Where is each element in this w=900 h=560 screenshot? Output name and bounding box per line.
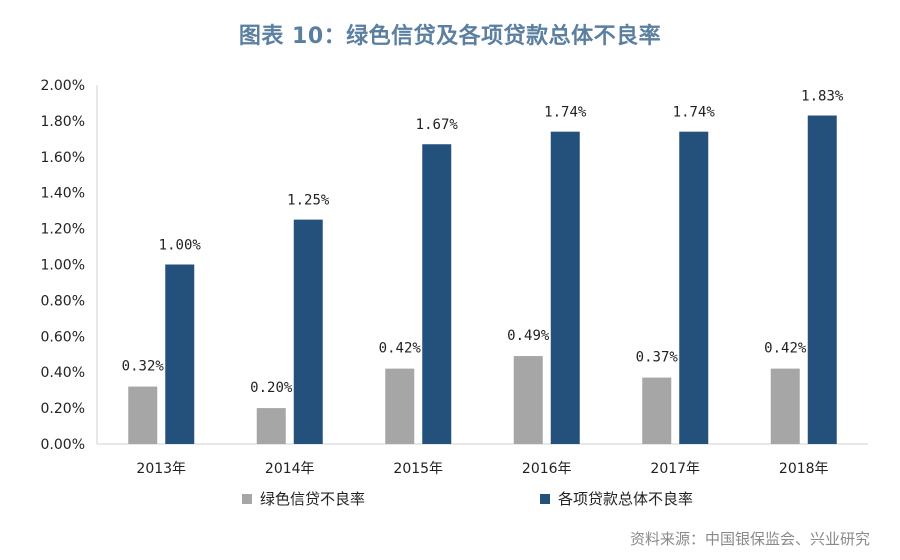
x-tick-label: 2017年: [650, 461, 700, 477]
y-tick-label: 1.60%: [41, 150, 85, 166]
x-tick-label: 2016年: [522, 461, 572, 477]
y-tick-label: 2.00%: [41, 78, 85, 94]
y-tick-label: 0.00%: [41, 437, 85, 453]
data-label: 0.20%: [250, 380, 293, 396]
y-tick-label: 1.20%: [41, 222, 85, 238]
y-tick-label: 0.40%: [41, 365, 85, 381]
bar-total-loans: [550, 131, 580, 445]
x-tick-label: 2015年: [393, 461, 443, 477]
y-tick-label: 1.80%: [41, 114, 85, 130]
bar-green-credit: [128, 386, 158, 444]
data-label: 1.83%: [801, 89, 844, 105]
y-tick-label: 0.20%: [41, 401, 85, 417]
x-tick-label: 2014年: [265, 461, 315, 477]
bar-total-loans: [422, 144, 452, 445]
chart-title: 图表 10：绿色信贷及各项贷款总体不良率: [238, 24, 662, 49]
source-note: 资料来源：中国银保监会、兴业研究: [629, 530, 870, 548]
bar-green-credit: [513, 356, 543, 444]
legend-label: 绿色信贷不良率: [260, 490, 365, 508]
y-tick-label: 0.80%: [41, 293, 85, 309]
data-label: 0.32%: [122, 359, 165, 375]
data-label: 0.37%: [636, 350, 679, 366]
y-tick-label: 1.40%: [41, 186, 85, 202]
y-tick-label: 0.60%: [41, 329, 85, 345]
legend-swatch: [540, 494, 550, 504]
bar-total-loans: [293, 219, 323, 444]
data-label: 1.25%: [287, 193, 330, 209]
bar-green-credit: [385, 368, 415, 444]
bar-total-loans: [679, 131, 709, 445]
x-tick-label: 2013年: [136, 461, 186, 477]
data-label: 0.42%: [764, 341, 807, 357]
data-label: 0.49%: [507, 328, 550, 344]
data-label: 1.67%: [416, 117, 459, 133]
bar-total-loans: [165, 264, 195, 444]
bar-total-loans: [807, 115, 837, 444]
data-label: 1.74%: [673, 105, 716, 121]
legend-swatch: [242, 494, 252, 504]
legend-label: 各项贷款总体不良率: [558, 490, 693, 508]
x-tick-label: 2018年: [779, 461, 829, 477]
bar-green-credit: [642, 377, 672, 444]
data-label: 1.00%: [159, 238, 202, 254]
bar-green-credit: [256, 408, 286, 444]
data-label: 0.42%: [379, 341, 422, 357]
data-label: 1.74%: [544, 105, 587, 121]
bar-green-credit: [770, 368, 800, 444]
y-tick-label: 1.00%: [41, 258, 85, 274]
